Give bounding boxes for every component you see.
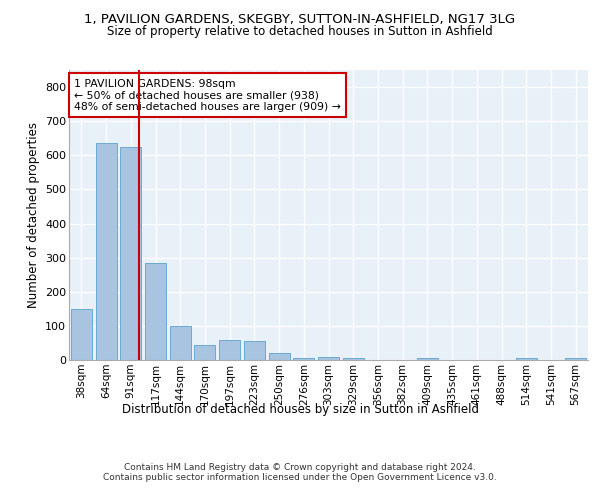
Bar (244, 341, 265, 360)
Bar (343, 358, 364, 360)
Bar (293, 358, 314, 360)
Bar (95, 144, 116, 360)
Text: 1, PAVILION GARDENS, SKEGBY, SUTTON-IN-ASHFIELD, NG17 3LG: 1, PAVILION GARDENS, SKEGBY, SUTTON-IN-A… (85, 12, 515, 26)
Bar (269, 353, 290, 360)
Bar (194, 344, 215, 360)
Text: Contains HM Land Registry data © Crown copyright and database right 2024.
Contai: Contains HM Land Registry data © Crown c… (103, 462, 497, 482)
Bar (516, 358, 537, 360)
Bar (565, 358, 586, 360)
Bar (417, 358, 438, 360)
Text: 1 PAVILION GARDENS: 98sqm
← 50% of detached houses are smaller (938)
48% of semi: 1 PAVILION GARDENS: 98sqm ← 50% of detac… (74, 78, 341, 112)
Bar (318, 356, 339, 360)
Text: Distribution of detached houses by size in Sutton in Ashfield: Distribution of detached houses by size … (121, 402, 479, 415)
Bar (170, 326, 191, 360)
Bar (145, 263, 166, 360)
Text: Size of property relative to detached houses in Sutton in Ashfield: Size of property relative to detached ho… (107, 25, 493, 38)
Bar (71, 309, 92, 360)
Bar (219, 340, 240, 360)
Bar (120, 147, 141, 360)
Y-axis label: Number of detached properties: Number of detached properties (26, 122, 40, 308)
